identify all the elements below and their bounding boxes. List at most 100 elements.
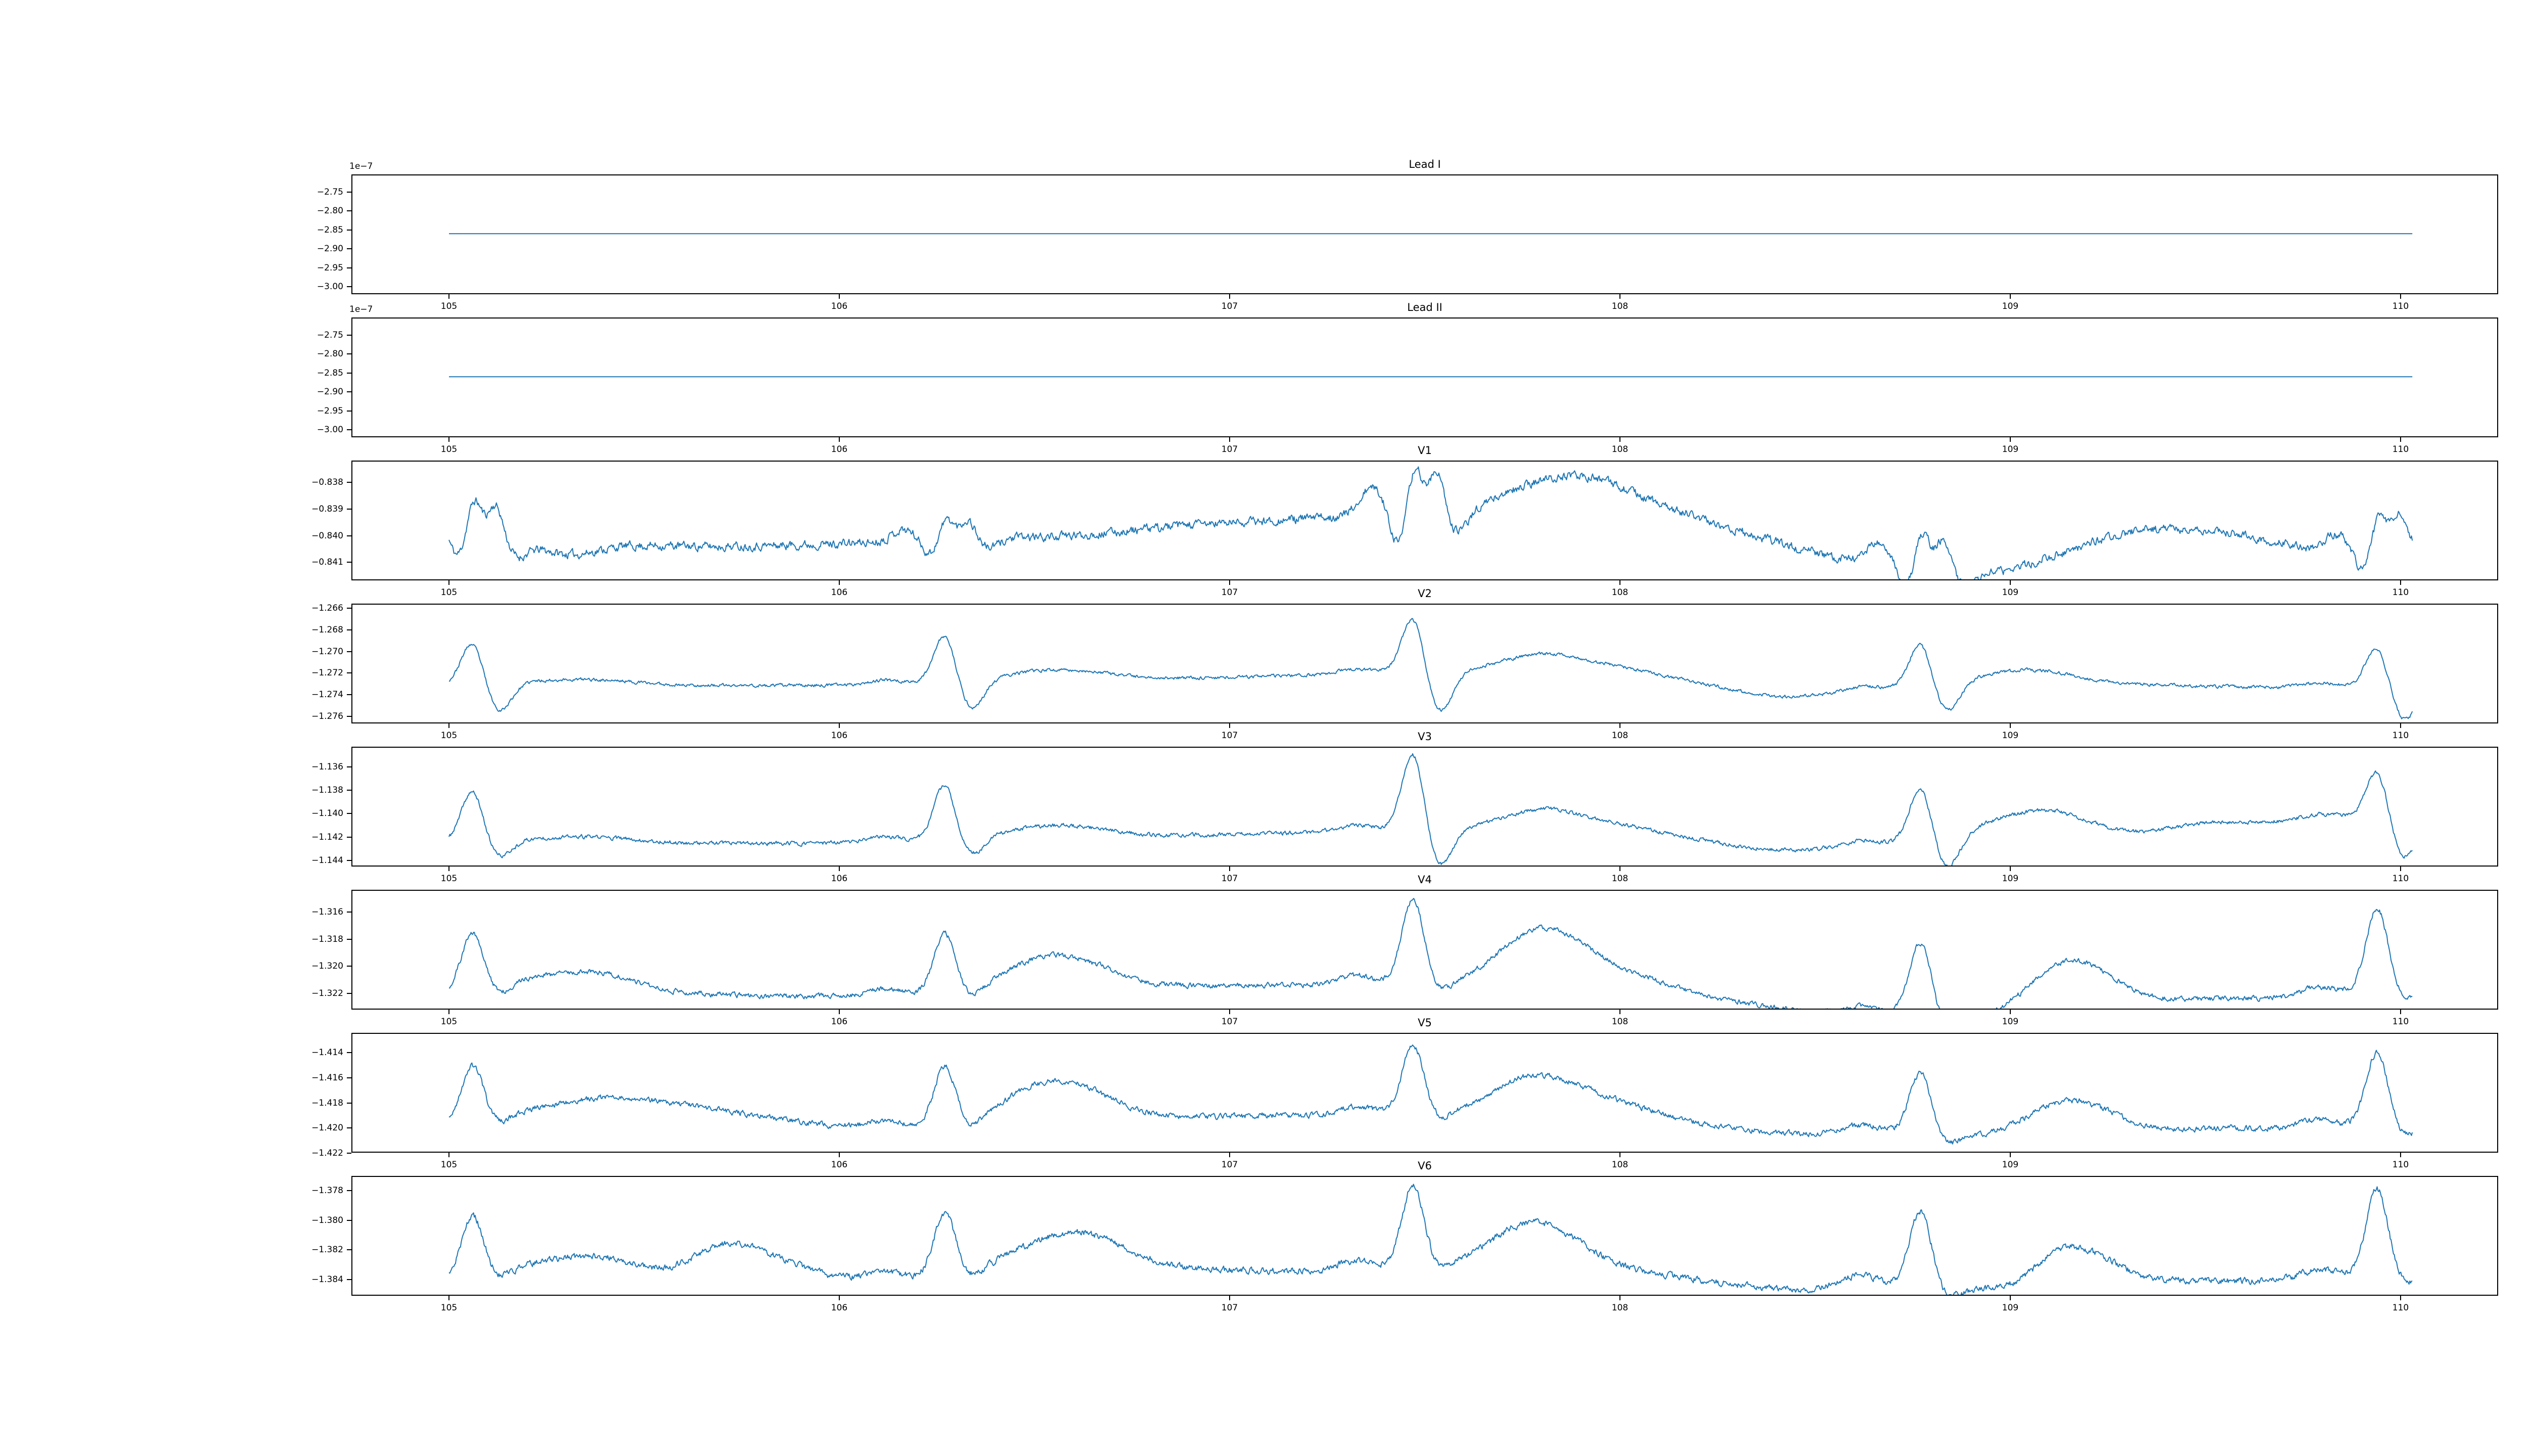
x-tick-mark bbox=[839, 1010, 840, 1014]
x-tick-mark bbox=[1229, 1010, 1230, 1014]
y-tick-mark bbox=[347, 267, 351, 268]
y-tick-mark bbox=[347, 813, 351, 814]
x-tick-label: 108 bbox=[1611, 1160, 1629, 1170]
subplot-lead-ii: Lead II 1e−7 −2.75 −2.80 −2.85 −2.90 −2.95 −3.0… bbox=[317, 301, 2498, 454]
y-tick-mark bbox=[347, 790, 351, 791]
y-tick-label: −2.75 bbox=[317, 330, 343, 340]
x-tick-mark bbox=[1619, 294, 1620, 299]
x-tick-mark bbox=[2010, 723, 2011, 728]
y-tick-mark bbox=[347, 286, 351, 287]
y-tick-mark bbox=[347, 1220, 351, 1221]
subplot-title-v6: V6 bbox=[1418, 1160, 1432, 1172]
axes-frame-v3 bbox=[351, 747, 2498, 867]
y-tick-label: −1.144 bbox=[311, 855, 343, 866]
x-tick-mark bbox=[839, 294, 840, 299]
x-tick-mark bbox=[1619, 437, 1620, 442]
waveform-v3 bbox=[448, 753, 2413, 867]
x-tick-label: 105 bbox=[440, 587, 458, 598]
subplot-lead-i: Lead I 1e−7 −2.75 −2.80 −2.85 −2.90 −2.95 −3.00… bbox=[317, 158, 2498, 311]
axes-frame-v6 bbox=[351, 1176, 2498, 1296]
x-tick-label: 106 bbox=[831, 444, 848, 454]
y-tick-label: −1.318 bbox=[311, 934, 343, 944]
y-tick-mark bbox=[347, 353, 351, 354]
x-tick-label: 109 bbox=[2002, 1017, 2019, 1027]
x-tick-mark bbox=[1619, 867, 1620, 871]
x-tick-mark bbox=[448, 867, 449, 871]
subplot-title-v2: V2 bbox=[1418, 587, 1432, 600]
y-tick-mark bbox=[347, 482, 351, 483]
y-tick-label: −1.268 bbox=[311, 625, 343, 635]
x-tick-mark bbox=[2010, 580, 2011, 585]
subplot-v3: V3 −1.136 −1.138 −1.140 −1.142 −1.144 105 106 10… bbox=[311, 731, 2498, 884]
y-tick-mark bbox=[347, 535, 351, 536]
x-tick-mark bbox=[2010, 437, 2011, 442]
y-tick-label: −1.384 bbox=[311, 1275, 343, 1285]
x-tick-label: 107 bbox=[1221, 444, 1238, 454]
x-tick-label: 110 bbox=[2392, 731, 2409, 741]
x-tick-label: 105 bbox=[440, 444, 458, 454]
x-tick-label: 107 bbox=[1221, 301, 1238, 311]
x-tick-mark bbox=[1619, 1296, 1620, 1300]
y-tick-label: −2.75 bbox=[317, 187, 343, 197]
y-tick-label: −0.839 bbox=[311, 504, 343, 514]
y-tick-label: −2.90 bbox=[317, 244, 343, 254]
x-tick-label: 107 bbox=[1221, 874, 1238, 884]
x-tick-label: 108 bbox=[1611, 874, 1629, 884]
x-tick-mark bbox=[1229, 1153, 1230, 1157]
x-tick-label: 105 bbox=[440, 874, 458, 884]
axes-frame-v2 bbox=[351, 604, 2498, 723]
x-tick-mark bbox=[448, 1296, 449, 1300]
y-tick-mark bbox=[347, 562, 351, 563]
y-tick-label: −1.416 bbox=[311, 1073, 343, 1083]
waveform-lead-ii bbox=[449, 376, 2413, 378]
x-tick-mark bbox=[839, 580, 840, 585]
y-tick-label: −1.270 bbox=[311, 647, 343, 657]
x-tick-label: 109 bbox=[2002, 1303, 2019, 1313]
x-tick-mark bbox=[2400, 437, 2401, 442]
subplot-v6: V6 −1.378 −1.380 −1.382 −1.384 105 106 107 108 10… bbox=[311, 1160, 2498, 1313]
y-tick-mark bbox=[347, 429, 351, 430]
y-tick-label: −2.95 bbox=[317, 406, 343, 416]
x-tick-label: 106 bbox=[831, 1017, 848, 1027]
x-tick-label: 109 bbox=[2002, 301, 2019, 311]
y-tick-label: −2.80 bbox=[317, 206, 343, 216]
x-tick-mark bbox=[448, 723, 449, 728]
x-tick-label: 110 bbox=[2392, 444, 2409, 454]
x-tick-mark bbox=[2400, 723, 2401, 728]
x-tick-mark bbox=[1619, 1010, 1620, 1014]
x-tick-mark bbox=[2400, 294, 2401, 299]
x-tick-mark bbox=[1619, 723, 1620, 728]
x-tick-label: 105 bbox=[440, 1160, 458, 1170]
y-tick-mark bbox=[347, 837, 351, 838]
y-tick-label: −1.316 bbox=[311, 907, 343, 917]
x-tick-label: 108 bbox=[1611, 587, 1629, 598]
x-tick-label: 107 bbox=[1221, 1303, 1238, 1313]
y-tick-mark bbox=[347, 716, 351, 717]
subplot-title-v1: V1 bbox=[1418, 444, 1432, 457]
y-tick-label: −0.840 bbox=[311, 531, 343, 541]
y-tick-label: −2.85 bbox=[317, 368, 343, 378]
y-tick-label: −1.322 bbox=[311, 988, 343, 998]
y-tick-mark bbox=[347, 766, 351, 767]
y-tick-mark bbox=[347, 672, 351, 673]
y-tick-label: −1.272 bbox=[311, 668, 343, 678]
x-tick-label: 107 bbox=[1221, 1160, 1238, 1170]
subplot-v4: V4 −1.316 −1.318 −1.320 −1.322 105 106 107 108 10… bbox=[311, 874, 2498, 1027]
axes-frame-v5 bbox=[351, 1033, 2498, 1153]
waveform-v2 bbox=[448, 618, 2413, 719]
y-tick-label: −2.85 bbox=[317, 225, 343, 235]
subplot-title-v3: V3 bbox=[1418, 731, 1432, 743]
subplot-title-lead-i: Lead I bbox=[1409, 158, 1441, 170]
x-tick-label: 110 bbox=[2392, 587, 2409, 598]
y-tick-label: −3.00 bbox=[317, 425, 343, 435]
y-tick-label: −0.841 bbox=[311, 557, 343, 567]
y-tick-label: −1.266 bbox=[311, 603, 343, 613]
x-tick-label: 109 bbox=[2002, 1160, 2019, 1170]
y-tick-label: −1.274 bbox=[311, 690, 343, 700]
y-tick-mark bbox=[347, 248, 351, 249]
y-tick-label: −2.95 bbox=[317, 263, 343, 273]
x-tick-mark bbox=[839, 867, 840, 871]
y-tick-mark bbox=[347, 411, 351, 412]
x-tick-mark bbox=[2010, 1153, 2011, 1157]
